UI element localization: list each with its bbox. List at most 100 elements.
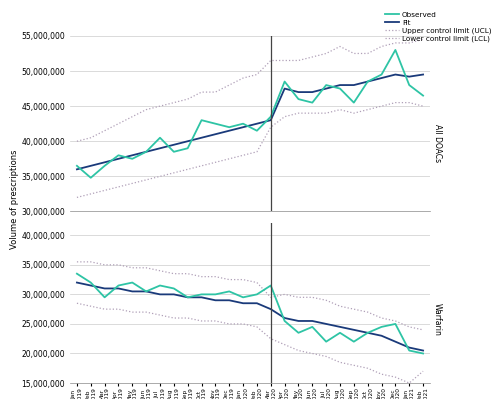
Fit bbox=[282, 86, 288, 91]
Lower control limit (LCL) bbox=[88, 192, 94, 196]
Lower control limit (LCL) bbox=[282, 342, 288, 347]
Upper control limit (UCL) bbox=[88, 259, 94, 264]
Upper control limit (UCL) bbox=[310, 295, 316, 300]
Observed bbox=[198, 292, 204, 297]
Lower control limit (LCL) bbox=[74, 195, 80, 200]
Observed bbox=[254, 292, 260, 297]
Line: Fit: Fit bbox=[77, 75, 423, 169]
Fit bbox=[143, 289, 149, 294]
Fit bbox=[102, 160, 107, 165]
Lower control limit (LCL) bbox=[240, 153, 246, 158]
Lower control limit (LCL) bbox=[323, 111, 329, 116]
Upper control limit (UCL) bbox=[351, 307, 357, 312]
Text: All DOACs: All DOACs bbox=[432, 124, 442, 162]
Fit bbox=[198, 135, 204, 140]
Observed bbox=[116, 283, 121, 288]
Lower control limit (LCL) bbox=[406, 100, 412, 105]
Lower control limit (LCL) bbox=[310, 111, 316, 116]
Upper control limit (UCL) bbox=[226, 277, 232, 282]
Upper control limit (UCL) bbox=[88, 135, 94, 140]
Observed bbox=[406, 83, 412, 87]
Fit bbox=[254, 121, 260, 126]
Fit bbox=[364, 330, 370, 335]
Observed bbox=[130, 156, 136, 161]
Observed bbox=[254, 128, 260, 133]
Observed bbox=[310, 324, 316, 329]
Lower control limit (LCL) bbox=[392, 375, 398, 379]
Lower control limit (LCL) bbox=[226, 156, 232, 161]
Lower control limit (LCL) bbox=[240, 322, 246, 326]
Observed bbox=[378, 324, 384, 329]
Observed bbox=[88, 176, 94, 180]
Upper control limit (UCL) bbox=[254, 280, 260, 285]
Observed bbox=[157, 135, 163, 140]
Fit bbox=[406, 74, 412, 79]
Lower control limit (LCL) bbox=[420, 104, 426, 109]
Fit bbox=[102, 286, 107, 291]
Upper control limit (UCL) bbox=[116, 121, 121, 126]
Upper control limit (UCL) bbox=[268, 58, 274, 63]
Lower control limit (LCL) bbox=[102, 307, 107, 312]
Observed bbox=[240, 295, 246, 300]
Upper control limit (UCL) bbox=[310, 55, 316, 59]
Upper control limit (UCL) bbox=[323, 298, 329, 303]
Fit bbox=[392, 72, 398, 77]
Observed bbox=[364, 330, 370, 335]
Fit bbox=[268, 118, 274, 122]
Fit bbox=[378, 76, 384, 81]
Observed bbox=[157, 283, 163, 288]
Upper control limit (UCL) bbox=[226, 83, 232, 87]
Fit bbox=[364, 79, 370, 84]
Fit bbox=[212, 132, 218, 136]
Upper control limit (UCL) bbox=[378, 44, 384, 49]
Fit bbox=[74, 167, 80, 172]
Lower control limit (LCL) bbox=[268, 125, 274, 130]
Lower control limit (LCL) bbox=[157, 174, 163, 179]
Observed bbox=[102, 295, 107, 300]
Fit bbox=[116, 156, 121, 161]
Observed bbox=[406, 348, 412, 353]
Observed bbox=[226, 125, 232, 130]
Lower control limit (LCL) bbox=[254, 324, 260, 329]
Lower control limit (LCL) bbox=[282, 114, 288, 119]
Line: Lower control limit (LCL): Lower control limit (LCL) bbox=[77, 303, 423, 383]
Upper control limit (UCL) bbox=[406, 41, 412, 45]
Observed bbox=[240, 121, 246, 126]
Lower control limit (LCL) bbox=[212, 318, 218, 323]
Lower control limit (LCL) bbox=[337, 107, 343, 112]
Lower control limit (LCL) bbox=[254, 149, 260, 154]
Upper control limit (UCL) bbox=[282, 292, 288, 297]
Upper control limit (UCL) bbox=[157, 269, 163, 273]
Lower control limit (LCL) bbox=[310, 351, 316, 356]
Upper control limit (UCL) bbox=[364, 51, 370, 56]
Fit bbox=[240, 301, 246, 306]
Text: Warfarin: Warfarin bbox=[432, 303, 442, 336]
Lower control limit (LCL) bbox=[171, 170, 177, 175]
Fit bbox=[310, 90, 316, 95]
Observed bbox=[212, 121, 218, 126]
Lower control limit (LCL) bbox=[296, 348, 302, 353]
Upper control limit (UCL) bbox=[392, 41, 398, 45]
Observed bbox=[198, 118, 204, 122]
Lower control limit (LCL) bbox=[351, 111, 357, 116]
Upper control limit (UCL) bbox=[337, 304, 343, 308]
Lower control limit (LCL) bbox=[130, 310, 136, 314]
Upper control limit (UCL) bbox=[198, 274, 204, 279]
Observed bbox=[184, 146, 190, 151]
Upper control limit (UCL) bbox=[212, 90, 218, 95]
Upper control limit (UCL) bbox=[74, 139, 80, 144]
Fit bbox=[171, 292, 177, 297]
Line: Fit: Fit bbox=[77, 282, 423, 351]
Upper control limit (UCL) bbox=[364, 310, 370, 314]
Fit bbox=[212, 298, 218, 303]
Lower control limit (LCL) bbox=[130, 181, 136, 186]
Observed bbox=[420, 93, 426, 98]
Observed bbox=[351, 339, 357, 344]
Lower control limit (LCL) bbox=[102, 188, 107, 193]
Lower control limit (LCL) bbox=[268, 336, 274, 341]
Fit bbox=[392, 339, 398, 344]
Lower control limit (LCL) bbox=[143, 178, 149, 182]
Fit bbox=[226, 298, 232, 303]
Observed bbox=[143, 289, 149, 294]
Lower control limit (LCL) bbox=[406, 381, 412, 385]
